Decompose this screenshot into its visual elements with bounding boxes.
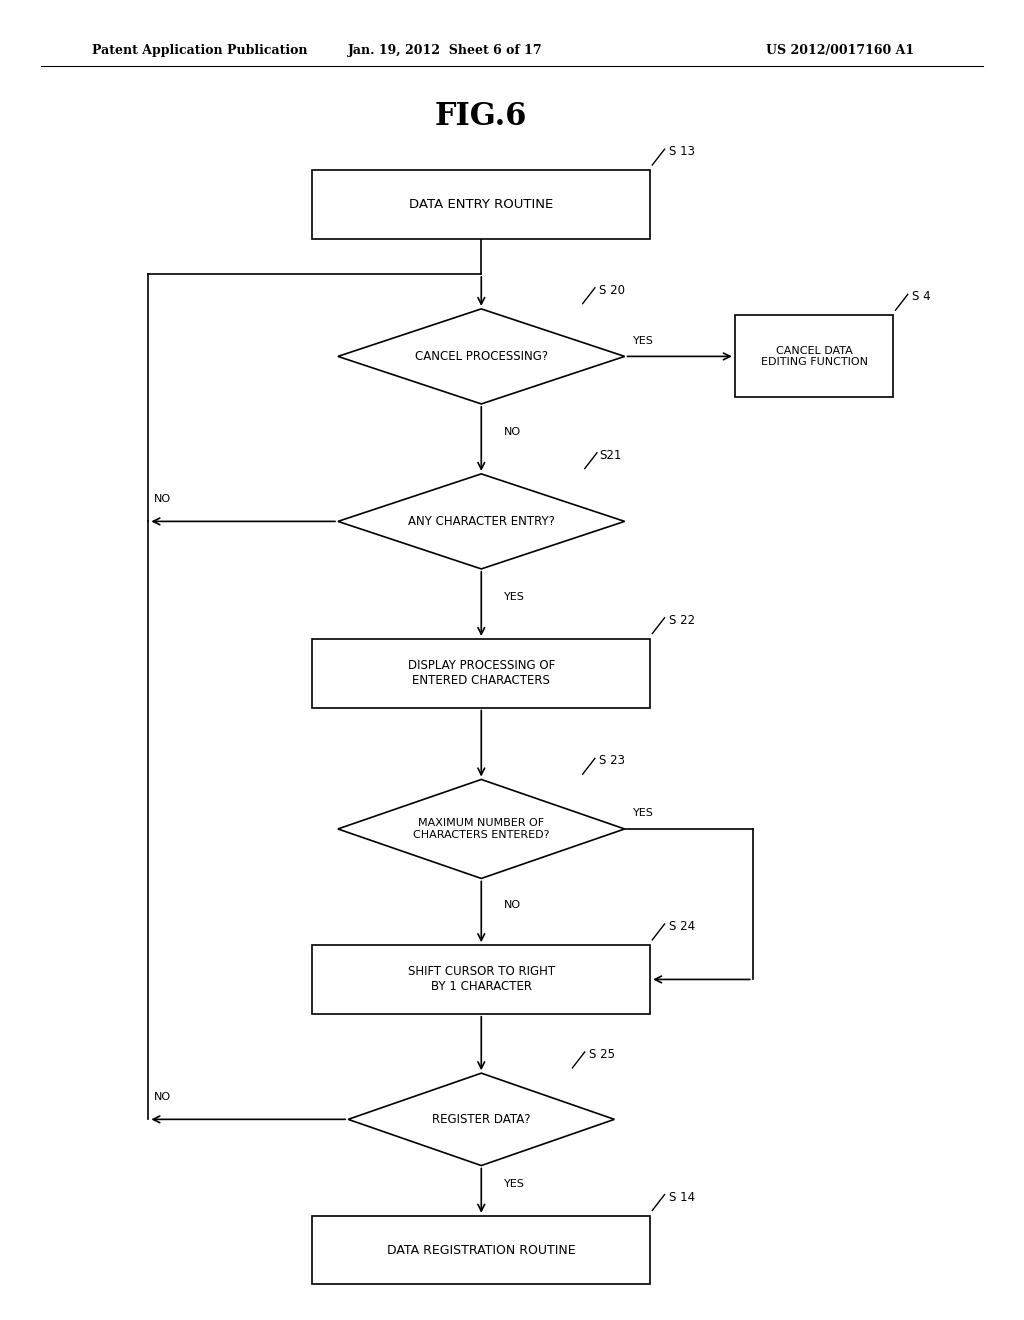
Text: YES: YES xyxy=(504,593,524,602)
FancyBboxPatch shape xyxy=(312,945,650,1014)
Text: US 2012/0017160 A1: US 2012/0017160 A1 xyxy=(766,44,913,57)
Text: S 4: S 4 xyxy=(912,290,931,304)
Text: YES: YES xyxy=(633,335,653,346)
Polygon shape xyxy=(348,1073,614,1166)
FancyBboxPatch shape xyxy=(312,639,650,708)
Text: S 24: S 24 xyxy=(669,920,695,933)
Text: S 13: S 13 xyxy=(669,145,694,158)
Polygon shape xyxy=(338,779,625,879)
Text: REGISTER DATA?: REGISTER DATA? xyxy=(432,1113,530,1126)
FancyBboxPatch shape xyxy=(312,1216,650,1284)
Text: NO: NO xyxy=(504,900,521,911)
Text: CANCEL PROCESSING?: CANCEL PROCESSING? xyxy=(415,350,548,363)
Text: NO: NO xyxy=(154,494,171,504)
Text: YES: YES xyxy=(504,1179,524,1189)
Text: SHIFT CURSOR TO RIGHT
BY 1 CHARACTER: SHIFT CURSOR TO RIGHT BY 1 CHARACTER xyxy=(408,965,555,994)
Text: S 25: S 25 xyxy=(589,1048,614,1061)
Text: DATA REGISTRATION ROUTINE: DATA REGISTRATION ROUTINE xyxy=(387,1243,575,1257)
Text: S21: S21 xyxy=(599,449,622,462)
Text: MAXIMUM NUMBER OF
CHARACTERS ENTERED?: MAXIMUM NUMBER OF CHARACTERS ENTERED? xyxy=(413,818,550,840)
Text: DISPLAY PROCESSING OF
ENTERED CHARACTERS: DISPLAY PROCESSING OF ENTERED CHARACTERS xyxy=(408,659,555,688)
Text: S 22: S 22 xyxy=(669,614,695,627)
Text: ANY CHARACTER ENTRY?: ANY CHARACTER ENTRY? xyxy=(408,515,555,528)
Text: S 20: S 20 xyxy=(599,284,625,297)
Polygon shape xyxy=(338,309,625,404)
Text: CANCEL DATA
EDITING FUNCTION: CANCEL DATA EDITING FUNCTION xyxy=(761,346,867,367)
Polygon shape xyxy=(338,474,625,569)
Text: NO: NO xyxy=(154,1092,171,1102)
Text: NO: NO xyxy=(504,428,521,437)
Text: S 14: S 14 xyxy=(669,1191,695,1204)
Text: FIG.6: FIG.6 xyxy=(435,100,527,132)
Text: S 23: S 23 xyxy=(599,755,625,767)
Text: DATA ENTRY ROUTINE: DATA ENTRY ROUTINE xyxy=(410,198,553,211)
Text: Patent Application Publication: Patent Application Publication xyxy=(92,44,307,57)
FancyBboxPatch shape xyxy=(312,170,650,239)
Text: Jan. 19, 2012  Sheet 6 of 17: Jan. 19, 2012 Sheet 6 of 17 xyxy=(348,44,543,57)
FancyBboxPatch shape xyxy=(735,315,893,397)
Text: YES: YES xyxy=(633,808,653,818)
